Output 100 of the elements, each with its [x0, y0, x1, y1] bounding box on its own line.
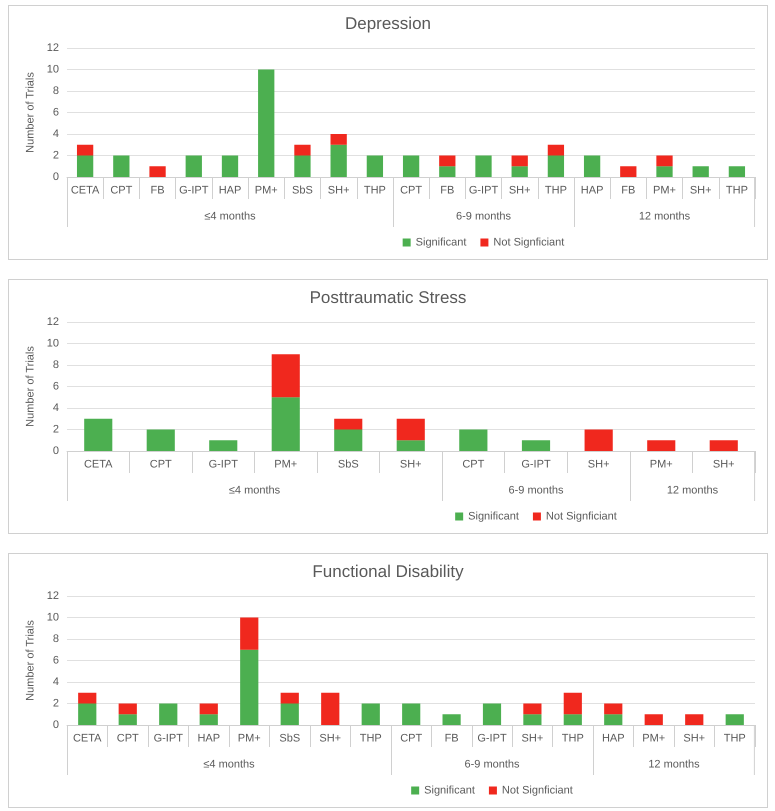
y-tick-label: 6 [52, 380, 59, 392]
bar [280, 692, 299, 704]
y-tick-label: 12 [46, 316, 59, 328]
x-axis-title: ≤4 months [228, 484, 281, 496]
x-tick-label: CPT [400, 732, 422, 744]
bar [240, 650, 258, 725]
bar [186, 156, 202, 177]
x-tick-label: HAP [218, 184, 242, 196]
bar [222, 156, 238, 177]
x-tick-label: SH+ [712, 458, 735, 470]
x-tick-label: PM+ [238, 732, 261, 744]
x-tick-label: HAP [197, 732, 220, 744]
bar [272, 354, 300, 398]
bar [272, 397, 300, 451]
bar [113, 156, 130, 177]
x-tick-label: CPT [110, 184, 133, 196]
bar [118, 714, 137, 725]
x-axis-title: ≤4 months [204, 210, 256, 222]
x-axis-title: 12 months [638, 210, 691, 222]
legend-label: Significant [416, 236, 466, 248]
bar [280, 704, 299, 725]
bar [396, 418, 425, 440]
legend-label: Not Signficiant [493, 236, 564, 248]
x-tick-label: SH+ [400, 458, 422, 470]
x-tick-label: THP [726, 184, 748, 196]
x-tick-label: SbS [279, 732, 300, 744]
bar [294, 144, 311, 156]
x-tick-label: G-IPT [154, 732, 184, 744]
x-tick-label: THP [364, 184, 386, 196]
legend-label: Significant [468, 510, 520, 522]
bar [149, 166, 166, 177]
x-tick-label: PM+ [254, 184, 278, 196]
bar [334, 418, 362, 430]
bar [330, 134, 347, 145]
bar [118, 704, 137, 714]
bar [330, 144, 347, 177]
chart-title: Depression [344, 14, 432, 34]
x-tick-label: CPT [400, 184, 422, 196]
x-tick-label: SH+ [508, 184, 530, 196]
y-axis-title: Number of Trials [24, 346, 36, 427]
y-tick-label: 4 [52, 676, 59, 688]
chart-title: Posttraumatic Stress [308, 288, 468, 308]
legend-label: Significant [424, 784, 475, 796]
x-tick-label: THP [544, 184, 567, 196]
x-tick-label: SH+ [588, 458, 610, 470]
x-tick-label: SH+ [690, 184, 712, 196]
x-tick-label: G-IPT [522, 458, 552, 470]
y-axis-title: Number of Trials [24, 72, 36, 153]
y-tick-label: 10 [46, 64, 59, 76]
x-tick-label: FB [621, 184, 636, 196]
x-tick-label: PM+ [274, 458, 298, 470]
bar [209, 440, 238, 451]
bar [366, 156, 384, 177]
x-axis-title: 6-9 months [456, 210, 512, 222]
y-tick-label: 2 [52, 698, 59, 710]
x-tick-label: SbS [338, 458, 359, 470]
x-tick-label: G-IPT [477, 732, 507, 744]
bar [200, 714, 218, 725]
x-tick-label: PM+ [652, 184, 676, 196]
x-tick-label: CETA [72, 732, 102, 744]
x-tick-label: FB [440, 184, 454, 196]
bar [294, 156, 311, 177]
x-tick-label: CPT [150, 458, 172, 470]
y-tick-label: 10 [46, 338, 59, 350]
bar [240, 618, 258, 650]
bar [396, 440, 425, 451]
x-tick-label: FB [444, 732, 458, 744]
bar [84, 418, 112, 451]
x-tick-label: THP [724, 732, 746, 744]
x-tick-label: CPT [462, 458, 485, 470]
bar [76, 156, 94, 177]
legend-label: Not Signficiant [502, 784, 573, 796]
bar [78, 704, 96, 725]
x-tick-label: HAP [602, 732, 625, 744]
x-tick-label: HAP [580, 184, 604, 196]
x-tick-label: THP [562, 732, 584, 744]
y-tick-label: 8 [52, 85, 59, 97]
y-tick-label: 8 [52, 633, 59, 645]
bar [159, 704, 178, 725]
y-tick-label: 4 [52, 128, 59, 140]
x-tick-label: G-IPT [179, 184, 209, 196]
y-tick-label: 0 [52, 719, 59, 731]
y-tick-label: 2 [52, 150, 59, 162]
x-tick-label: SH+ [319, 732, 342, 744]
y-tick-label: 10 [46, 612, 59, 624]
bar [321, 692, 340, 725]
x-axis-title: ≤4 months [203, 758, 256, 770]
x-tick-label: CETA [70, 184, 100, 196]
x-tick-label: THP [360, 732, 382, 744]
y-tick-label: 12 [46, 42, 59, 54]
x-tick-label: PM+ [650, 458, 673, 470]
bar [200, 704, 218, 714]
x-tick-label: SH+ [684, 732, 706, 744]
x-tick-label: CETA [84, 458, 114, 470]
y-tick-label: 0 [52, 171, 59, 183]
x-axis-title: 12 months [666, 484, 719, 496]
bar [362, 704, 380, 725]
y-tick-label: 4 [52, 402, 59, 414]
bar [334, 430, 362, 451]
bar [76, 144, 94, 156]
